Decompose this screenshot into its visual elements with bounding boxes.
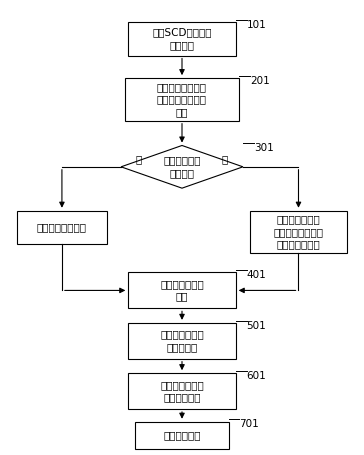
FancyBboxPatch shape bbox=[135, 422, 229, 449]
Text: 701: 701 bbox=[240, 420, 259, 430]
Text: 101: 101 bbox=[246, 20, 266, 30]
FancyBboxPatch shape bbox=[17, 211, 107, 244]
Text: 配置待测数字化保
护装置通讯参数，
定值: 配置待测数字化保 护装置通讯参数， 定值 bbox=[157, 82, 207, 117]
FancyBboxPatch shape bbox=[128, 273, 236, 308]
FancyBboxPatch shape bbox=[124, 78, 240, 121]
Text: 201: 201 bbox=[250, 76, 270, 86]
Polygon shape bbox=[121, 146, 243, 188]
Text: 直接调取测试用例: 直接调取测试用例 bbox=[37, 222, 87, 233]
FancyBboxPatch shape bbox=[128, 22, 236, 56]
Text: 301: 301 bbox=[254, 143, 273, 153]
FancyBboxPatch shape bbox=[128, 373, 236, 409]
Text: 控制数字化保护
测试仰加量: 控制数字化保护 测试仰加量 bbox=[160, 329, 204, 352]
Text: 自动生成测试用
例，并根据需要修
改调整测试用例: 自动生成测试用 例，并根据需要修 改调整测试用例 bbox=[273, 215, 324, 249]
Text: 401: 401 bbox=[246, 270, 266, 280]
Text: 输出测试报告: 输出测试报告 bbox=[163, 430, 201, 440]
FancyBboxPatch shape bbox=[250, 211, 347, 253]
FancyBboxPatch shape bbox=[128, 323, 236, 359]
Text: 对数字化保护下
定值: 对数字化保护下 定值 bbox=[160, 279, 204, 302]
Text: 是否已有同类
待测装置: 是否已有同类 待测装置 bbox=[163, 156, 201, 178]
Text: 501: 501 bbox=[246, 320, 266, 330]
Text: 输入SCD到自动化
测试系统: 输入SCD到自动化 测试系统 bbox=[152, 28, 212, 50]
Text: 601: 601 bbox=[246, 371, 266, 381]
Text: 接收测试仰信息
判断测试结果: 接收测试仰信息 判断测试结果 bbox=[160, 380, 204, 402]
Text: 否: 否 bbox=[222, 155, 228, 165]
Text: 是: 是 bbox=[136, 155, 142, 165]
